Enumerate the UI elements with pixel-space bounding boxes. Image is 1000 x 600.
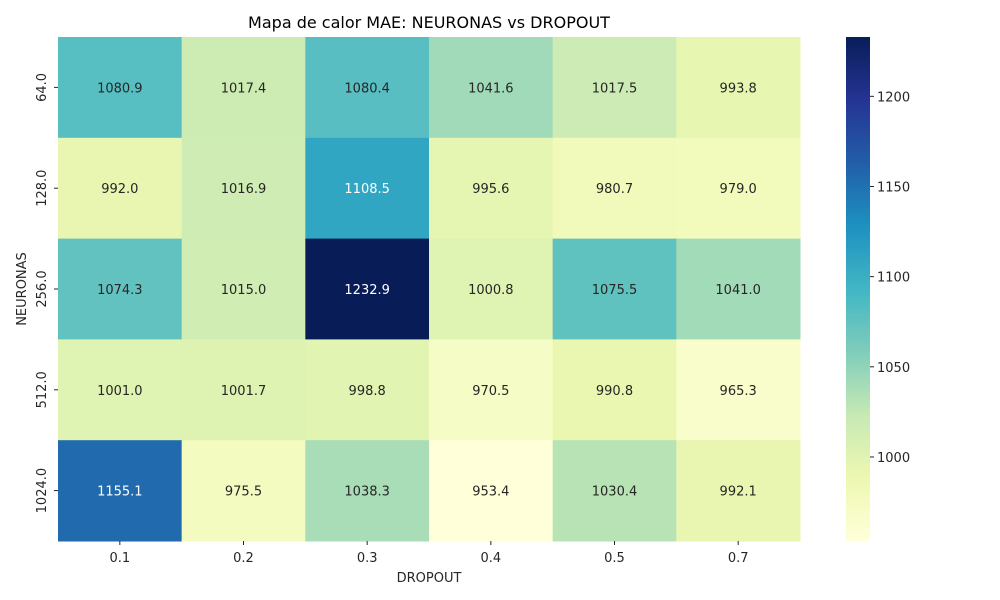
colorbar bbox=[846, 37, 870, 541]
cell-value-label: 995.6 bbox=[472, 182, 509, 197]
heatmap-cell bbox=[429, 440, 554, 542]
cell-value-label: 1017.4 bbox=[221, 81, 267, 96]
colorbar-ticks: 1000 1050 1100 1150 1200 bbox=[870, 90, 910, 466]
cell-value-label: 993.8 bbox=[720, 81, 757, 96]
cell-value-label: 1041.6 bbox=[468, 81, 514, 96]
heatmap-cell bbox=[676, 339, 801, 441]
x-tick-label: 0.4 bbox=[480, 551, 501, 566]
colorbar-tick-label: 1200 bbox=[877, 90, 910, 105]
cell-value-label: 1038.3 bbox=[344, 485, 390, 500]
cell-value-label: 1017.5 bbox=[592, 81, 638, 96]
cell-value-label: 1075.5 bbox=[592, 283, 638, 298]
x-axis-ticks: 0.1 0.2 0.3 0.4 0.5 0.7 bbox=[109, 541, 749, 566]
heatmap-cell bbox=[676, 440, 801, 542]
cell-value-label: 1030.4 bbox=[592, 485, 638, 500]
x-tick-label: 0.7 bbox=[728, 551, 749, 566]
heatmap-cell bbox=[552, 137, 677, 240]
cell-value-label: 990.8 bbox=[596, 384, 633, 399]
heatmap-cell bbox=[552, 440, 677, 542]
heatmap-cell bbox=[181, 137, 306, 240]
cell-value-label: 980.7 bbox=[596, 182, 633, 197]
heatmap-cell bbox=[305, 37, 430, 139]
heatmap-cell bbox=[181, 238, 306, 340]
heatmap-cell bbox=[181, 37, 306, 139]
heatmap-cell-labels: 1080.9 1017.4 1080.4 1041.6 1017.5 993.8 992.0… bbox=[97, 81, 761, 499]
cell-value-label: 1001.7 bbox=[221, 384, 267, 399]
cell-value-label: 1080.9 bbox=[97, 81, 143, 96]
cell-value-label: 953.4 bbox=[472, 485, 509, 500]
heatmap-cell bbox=[305, 238, 430, 340]
y-axis-title: NEURONAS bbox=[15, 252, 30, 326]
heatmap-cell bbox=[429, 238, 554, 340]
heatmap-cell bbox=[181, 339, 306, 441]
heatmap-cell bbox=[676, 137, 801, 240]
cell-value-label: 979.0 bbox=[720, 182, 757, 197]
cell-value-label: 1074.3 bbox=[97, 283, 143, 298]
y-tick-label: 256.0 bbox=[35, 270, 50, 307]
cell-value-label: 965.3 bbox=[720, 384, 757, 399]
heatmap-cell bbox=[181, 440, 306, 542]
cell-value-label: 1000.8 bbox=[468, 283, 514, 298]
heatmap-cell bbox=[676, 238, 801, 340]
heatmap-cell bbox=[429, 137, 554, 240]
heatmap-cell bbox=[58, 137, 183, 240]
cell-value-label: 1232.9 bbox=[344, 283, 390, 298]
cell-value-label: 992.1 bbox=[720, 485, 757, 500]
x-tick-label: 0.5 bbox=[604, 551, 625, 566]
colorbar-tick-label: 1150 bbox=[877, 180, 910, 195]
heatmap-cell bbox=[305, 137, 430, 240]
cell-value-label: 1080.4 bbox=[344, 81, 390, 96]
heatmap-cell bbox=[58, 238, 183, 340]
x-tick-label: 0.2 bbox=[233, 551, 254, 566]
heatmap-cells bbox=[58, 37, 801, 542]
cell-value-label: 970.5 bbox=[472, 384, 509, 399]
cell-value-label: 1108.5 bbox=[344, 182, 390, 197]
cell-value-label: 1001.0 bbox=[97, 384, 143, 399]
cell-value-label: 998.8 bbox=[349, 384, 386, 399]
heatmap-cell bbox=[58, 339, 183, 441]
y-axis-ticks: 64.0 128.0 256.0 512.0 1024.0 bbox=[35, 73, 58, 513]
cell-value-label: 992.0 bbox=[101, 182, 138, 197]
heatmap-cell bbox=[58, 37, 183, 139]
heatmap-cell bbox=[305, 440, 430, 542]
x-axis-title: DROPOUT bbox=[397, 571, 462, 586]
y-tick-label: 128.0 bbox=[35, 170, 50, 207]
heatmap-cell bbox=[552, 37, 677, 139]
cell-value-label: 1041.0 bbox=[715, 283, 761, 298]
heatmap-cell bbox=[676, 37, 801, 139]
y-tick-label: 64.0 bbox=[35, 73, 50, 102]
x-tick-label: 0.1 bbox=[109, 551, 130, 566]
colorbar-tick-label: 1050 bbox=[877, 361, 910, 376]
colorbar-tick-label: 1100 bbox=[877, 271, 910, 286]
y-tick-label: 1024.0 bbox=[35, 468, 50, 513]
colorbar-tick-label: 1000 bbox=[877, 451, 910, 466]
chart-title: Mapa de calor MAE: NEURONAS vs DROPOUT bbox=[248, 13, 610, 32]
cell-value-label: 1015.0 bbox=[221, 283, 267, 298]
cell-value-label: 1155.1 bbox=[97, 485, 143, 500]
heatmap-cell bbox=[552, 238, 677, 340]
heatmap-cell bbox=[429, 37, 554, 139]
heatmap-cell bbox=[552, 339, 677, 441]
heatmap-cell bbox=[429, 339, 554, 441]
cell-value-label: 975.5 bbox=[225, 485, 262, 500]
y-tick-label: 512.0 bbox=[35, 371, 50, 408]
cell-value-label: 1016.9 bbox=[221, 182, 267, 197]
heatmap-cell bbox=[58, 440, 183, 542]
x-tick-label: 0.3 bbox=[357, 551, 378, 566]
heatmap-cell bbox=[305, 339, 430, 441]
